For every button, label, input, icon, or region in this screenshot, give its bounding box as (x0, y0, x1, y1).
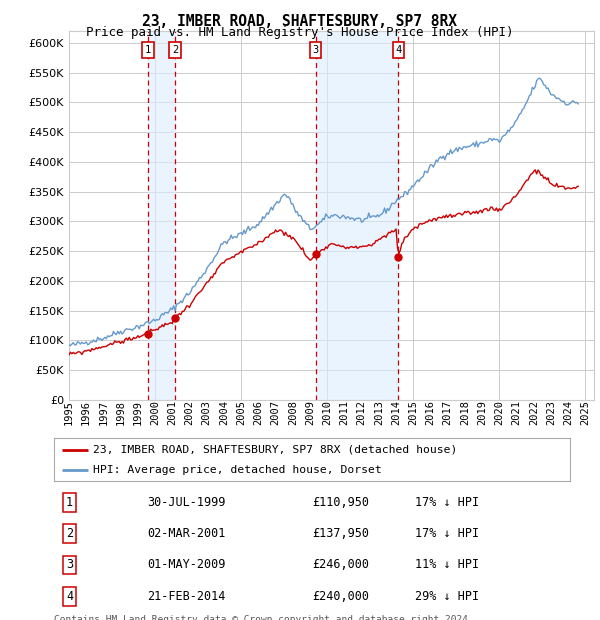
Text: 30-JUL-1999: 30-JUL-1999 (147, 496, 225, 509)
Text: 2011: 2011 (340, 400, 349, 425)
Text: 2010: 2010 (322, 400, 332, 425)
Text: 1: 1 (66, 496, 73, 509)
Text: 01-MAY-2009: 01-MAY-2009 (147, 559, 225, 572)
Text: 17% ↓ HPI: 17% ↓ HPI (415, 527, 479, 540)
Text: 2005: 2005 (236, 400, 246, 425)
Text: 2001: 2001 (167, 400, 177, 425)
Text: 2023: 2023 (546, 400, 556, 425)
Text: 3: 3 (313, 45, 319, 55)
Text: 2007: 2007 (271, 400, 281, 425)
Text: 2014: 2014 (391, 400, 401, 425)
Text: 2: 2 (66, 527, 73, 540)
Text: 1997: 1997 (98, 400, 109, 425)
Text: 2003: 2003 (202, 400, 212, 425)
Text: 2020: 2020 (494, 400, 505, 425)
Bar (148, 31, 175, 400)
Text: 2000: 2000 (150, 400, 160, 425)
Text: 02-MAR-2001: 02-MAR-2001 (147, 527, 225, 540)
Text: 2004: 2004 (219, 400, 229, 425)
Text: 3: 3 (66, 559, 73, 572)
Text: 2018: 2018 (460, 400, 470, 425)
Text: 4: 4 (66, 590, 73, 603)
Text: 2017: 2017 (443, 400, 452, 425)
Text: 2015: 2015 (408, 400, 418, 425)
Text: 1998: 1998 (116, 400, 125, 425)
Text: 4: 4 (395, 45, 401, 55)
Text: 21-FEB-2014: 21-FEB-2014 (147, 590, 225, 603)
Text: 1995: 1995 (64, 400, 74, 425)
Text: 2013: 2013 (374, 400, 384, 425)
Text: 1996: 1996 (81, 400, 91, 425)
Text: 2008: 2008 (288, 400, 298, 425)
Text: £246,000: £246,000 (312, 559, 369, 572)
Text: 17% ↓ HPI: 17% ↓ HPI (415, 496, 479, 509)
Text: 2025: 2025 (580, 400, 590, 425)
Text: 29% ↓ HPI: 29% ↓ HPI (415, 590, 479, 603)
Text: Contains HM Land Registry data © Crown copyright and database right 2024.
This d: Contains HM Land Registry data © Crown c… (54, 615, 474, 620)
Text: 23, IMBER ROAD, SHAFTESBURY, SP7 8RX: 23, IMBER ROAD, SHAFTESBURY, SP7 8RX (143, 14, 458, 29)
Text: Price paid vs. HM Land Registry's House Price Index (HPI): Price paid vs. HM Land Registry's House … (86, 26, 514, 39)
Text: £110,950: £110,950 (312, 496, 369, 509)
Text: 2022: 2022 (529, 400, 539, 425)
Text: 23, IMBER ROAD, SHAFTESBURY, SP7 8RX (detached house): 23, IMBER ROAD, SHAFTESBURY, SP7 8RX (de… (92, 445, 457, 454)
Text: 1: 1 (145, 45, 151, 55)
Text: 2009: 2009 (305, 400, 315, 425)
Text: 2006: 2006 (253, 400, 263, 425)
Text: £240,000: £240,000 (312, 590, 369, 603)
Text: 2012: 2012 (356, 400, 367, 425)
Text: £137,950: £137,950 (312, 527, 369, 540)
Text: HPI: Average price, detached house, Dorset: HPI: Average price, detached house, Dors… (92, 465, 382, 475)
Text: 2021: 2021 (512, 400, 521, 425)
Text: 2019: 2019 (477, 400, 487, 425)
Text: 11% ↓ HPI: 11% ↓ HPI (415, 559, 479, 572)
Bar (316, 31, 398, 400)
Text: 2016: 2016 (425, 400, 436, 425)
Text: 1999: 1999 (133, 400, 143, 425)
Text: 2024: 2024 (563, 400, 573, 425)
Text: 2: 2 (172, 45, 178, 55)
Text: 2002: 2002 (184, 400, 194, 425)
